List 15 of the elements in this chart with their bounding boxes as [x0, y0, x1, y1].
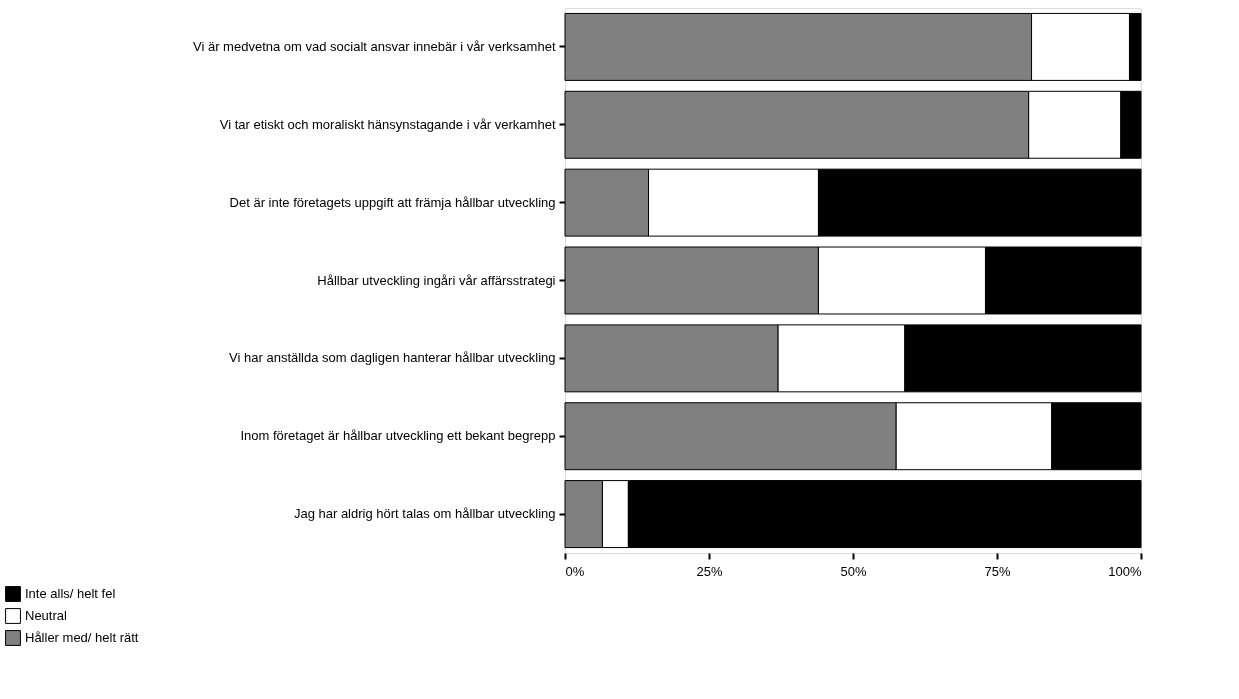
- y-tick-label: Vi tar etiskt och moraliskt hänsynstagande i vår verkamhet: [219, 116, 556, 132]
- x-tick-label: 75%: [984, 563, 1011, 579]
- legend-label: Neutral: [25, 608, 68, 623]
- y-tick-label: Vi har anställda som dagligen hanterar hållbar utveckling: [229, 350, 556, 366]
- legend-label: Inte alls/ helt fel: [25, 586, 116, 601]
- y-tick-label: Inom företaget är hållbar utveckling ett bekant begrepp: [240, 428, 556, 444]
- x-tick-label: 25%: [696, 563, 723, 579]
- y-tick-label: Jag har aldrig hört talas om hållbar utveckling: [293, 506, 556, 522]
- legend-label: Håller med/ helt rätt: [25, 630, 139, 645]
- y-tick-label: Det är inte företagets uppgift att främja hållbar utveckling: [229, 194, 556, 210]
- y-tick-label: Hållbar utveckling ingåri vår affärsstrategi: [317, 272, 556, 288]
- x-tick-label: 100%: [1108, 563, 1142, 579]
- y-tick-label: Vi är medvetna om vad socialt ansvar innebär i vår verksamhet: [193, 38, 556, 54]
- x-tick-label: 50%: [840, 563, 867, 579]
- x-tick-label: 0%: [565, 563, 585, 579]
